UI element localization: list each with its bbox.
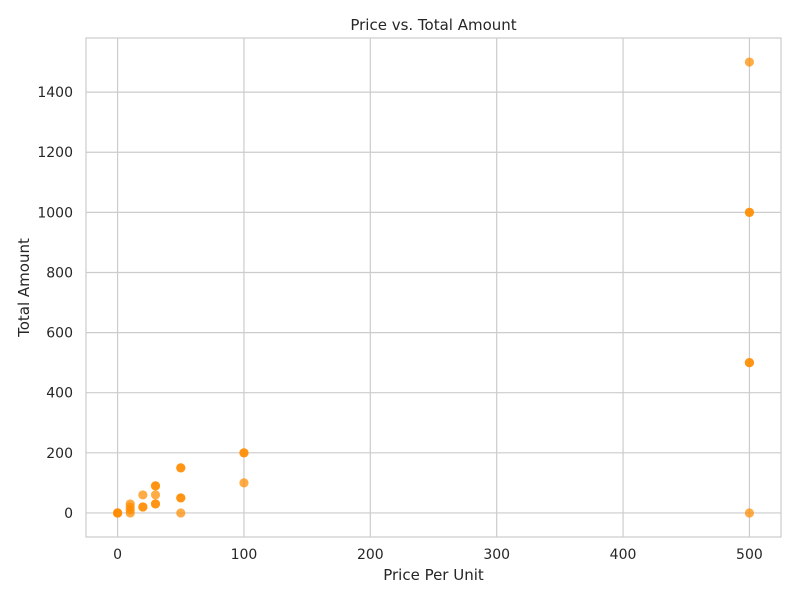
x-tick-label: 0: [113, 547, 122, 563]
y-tick-label: 1200: [37, 145, 73, 161]
y-tick-label: 0: [64, 506, 73, 522]
scatter-point: [239, 478, 249, 488]
chart-title: Price vs. Total Amount: [350, 16, 516, 34]
scatter-point: [239, 448, 249, 458]
grid: [86, 38, 781, 537]
scatter-point: [112, 508, 123, 518]
x-tick-label: 500: [736, 547, 763, 563]
scatter-point: [744, 508, 755, 518]
scatter-point: [138, 490, 148, 500]
x-tick-label: 400: [610, 547, 637, 563]
scatter-point: [138, 502, 148, 512]
plot-area: [86, 38, 781, 537]
scatter-point: [150, 481, 161, 491]
y-tick-label: 600: [46, 326, 73, 342]
scatter-point: [744, 358, 755, 368]
x-axis-label: Price Per Unit: [383, 566, 484, 584]
plot-frame: [85, 37, 782, 538]
scatter-point: [176, 493, 186, 503]
x-tick-label: 100: [231, 547, 258, 563]
x-tick-label: 300: [483, 547, 510, 563]
scatter-point: [176, 508, 186, 518]
scatter-point: [150, 490, 161, 500]
scatter-point: [744, 57, 755, 67]
y-tick-labels: 0 200 400 600 800 1000 1200 1400: [37, 85, 73, 522]
y-tick-label: 1000: [37, 205, 73, 221]
data-points: [112, 57, 755, 518]
y-tick-label: 800: [46, 265, 73, 281]
scatter-point: [176, 463, 186, 473]
y-tick-label: 200: [46, 446, 73, 462]
scatter-point: [150, 499, 161, 509]
y-tick-label: 1400: [37, 85, 73, 101]
y-tick-label: 400: [46, 386, 73, 402]
x-tick-labels: 0 100 200 300 400 500: [113, 547, 763, 563]
x-tick-label: 200: [357, 547, 384, 563]
scatter-point: [744, 207, 755, 217]
scatter-point: [125, 499, 135, 509]
y-axis-label: Total Amount: [15, 238, 33, 338]
